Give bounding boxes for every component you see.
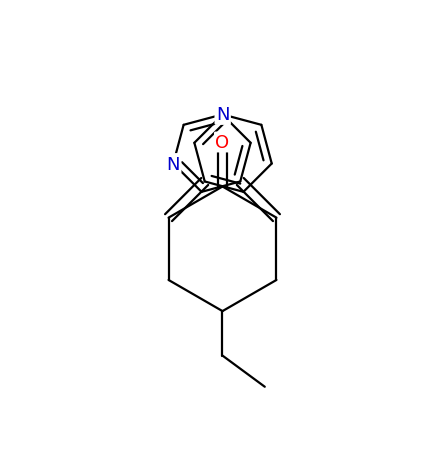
Text: N: N [166,155,180,173]
Text: N: N [216,106,230,124]
Text: O: O [215,134,230,152]
